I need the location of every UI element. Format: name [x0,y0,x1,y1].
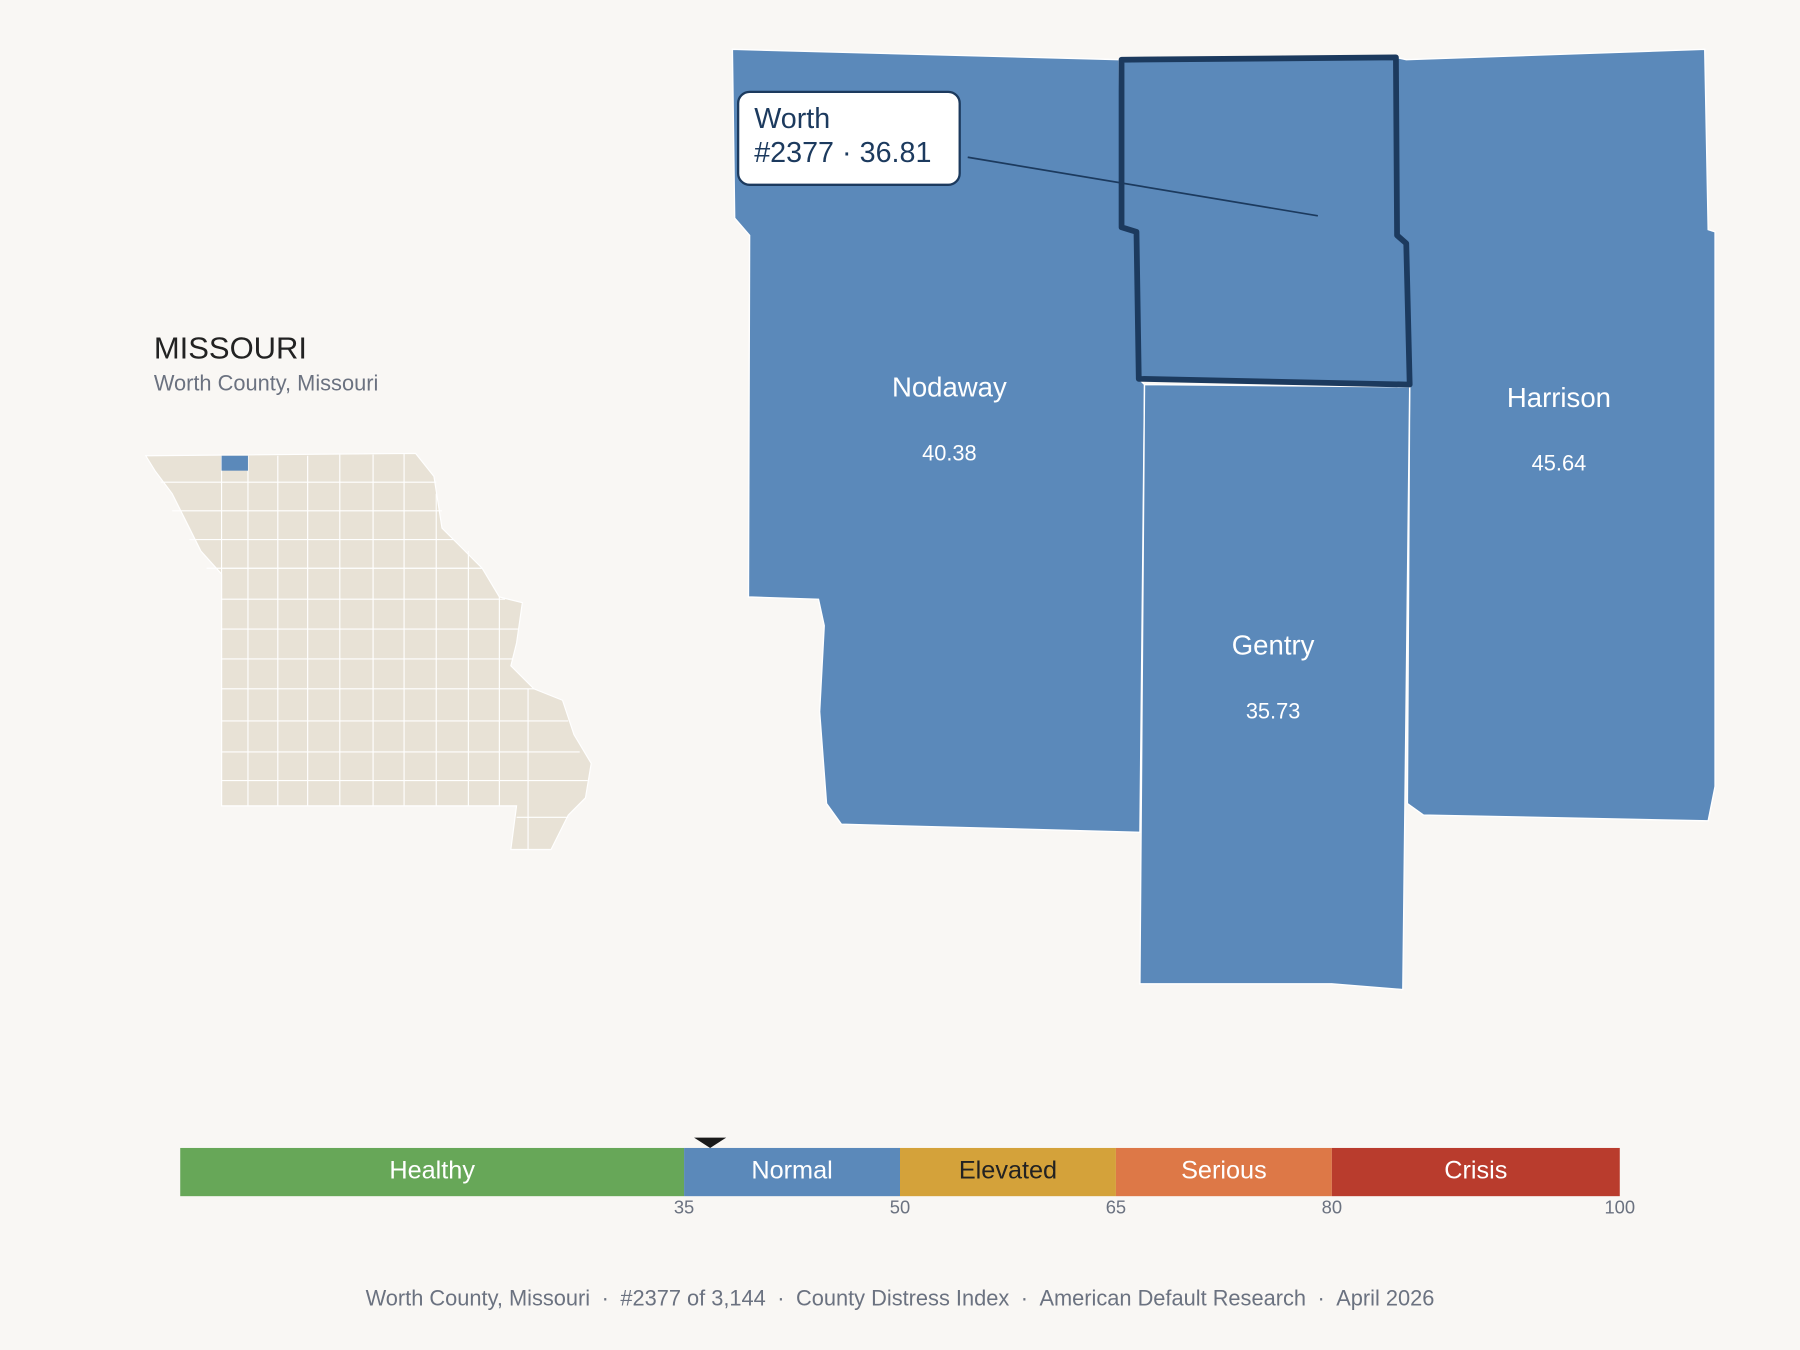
county-worth[interactable] [1118,54,1413,388]
footer-part: Worth County, Missouri [366,1285,591,1310]
callout-separator: · [842,136,852,168]
callout-leader [967,156,1318,217]
neighbor-labels: Nodaway 40.38 Harrison 45.64 Gentry 35.73 [892,371,1611,723]
score-marker [694,1137,727,1148]
locator-highlight [221,455,248,471]
locator-map [144,452,592,851]
scale-band-label: Elevated [959,1157,1057,1185]
scale-tick-label: 100 [1604,1197,1635,1218]
county-score: 45.64 [1532,451,1587,476]
footer-part: American Default Research [1039,1285,1306,1310]
scale-band-label: Normal [751,1157,832,1185]
scale-band [180,1147,685,1197]
scale-tick-label: 35 [674,1197,694,1218]
scale-tick-label: 80 [1322,1197,1342,1218]
county-score: 35.73 [1246,699,1301,724]
footer-separator: · [602,1285,609,1310]
county-gentry[interactable] [1139,383,1411,991]
scale-band-label: Crisis [1444,1157,1507,1185]
state-title: MISSOURI [154,330,307,365]
footer-part: #2377 of 3,144 [620,1285,765,1310]
scale-band [1331,1147,1620,1197]
scale-band-label: Healthy [389,1157,475,1185]
county-name: Nodaway [892,371,1007,402]
county-map [731,48,1716,991]
scale-band [1115,1147,1332,1197]
footer-separator: · [1317,1285,1324,1310]
callout-box [736,90,961,186]
scale-tick-label: 50 [890,1197,910,1218]
state-subtitle: Worth County, Missouri [154,370,379,395]
callout-detail: #2377 · 36.81 [754,136,931,168]
footer-separator: · [777,1285,784,1310]
callout-rank: #2377 [754,136,834,168]
distress-scale: Healthy Normal Elevated Serious Crisis 35 50 65… [180,1137,1635,1218]
footer-part: April 2026 [1336,1285,1434,1310]
missouri-outline [144,452,592,851]
county-name: Gentry [1232,630,1315,661]
callout-score: 36.81 [860,136,932,168]
callout-name: Worth [754,103,830,135]
county-name: Harrison [1507,382,1611,413]
county-lines [160,453,588,850]
footer: Worth County, Missouri · #2377 of 3,144 · Co… [366,1285,1435,1310]
scale-band [684,1147,900,1197]
county-harrison[interactable] [1395,48,1716,822]
scale-band-label: Serious [1181,1157,1267,1185]
scale-tick-label: 65 [1106,1197,1126,1218]
footer-separator: · [1021,1285,1028,1310]
footer-part: County Distress Index [796,1285,1009,1310]
county-score: 40.38 [922,440,977,465]
scale-band [900,1147,1116,1197]
